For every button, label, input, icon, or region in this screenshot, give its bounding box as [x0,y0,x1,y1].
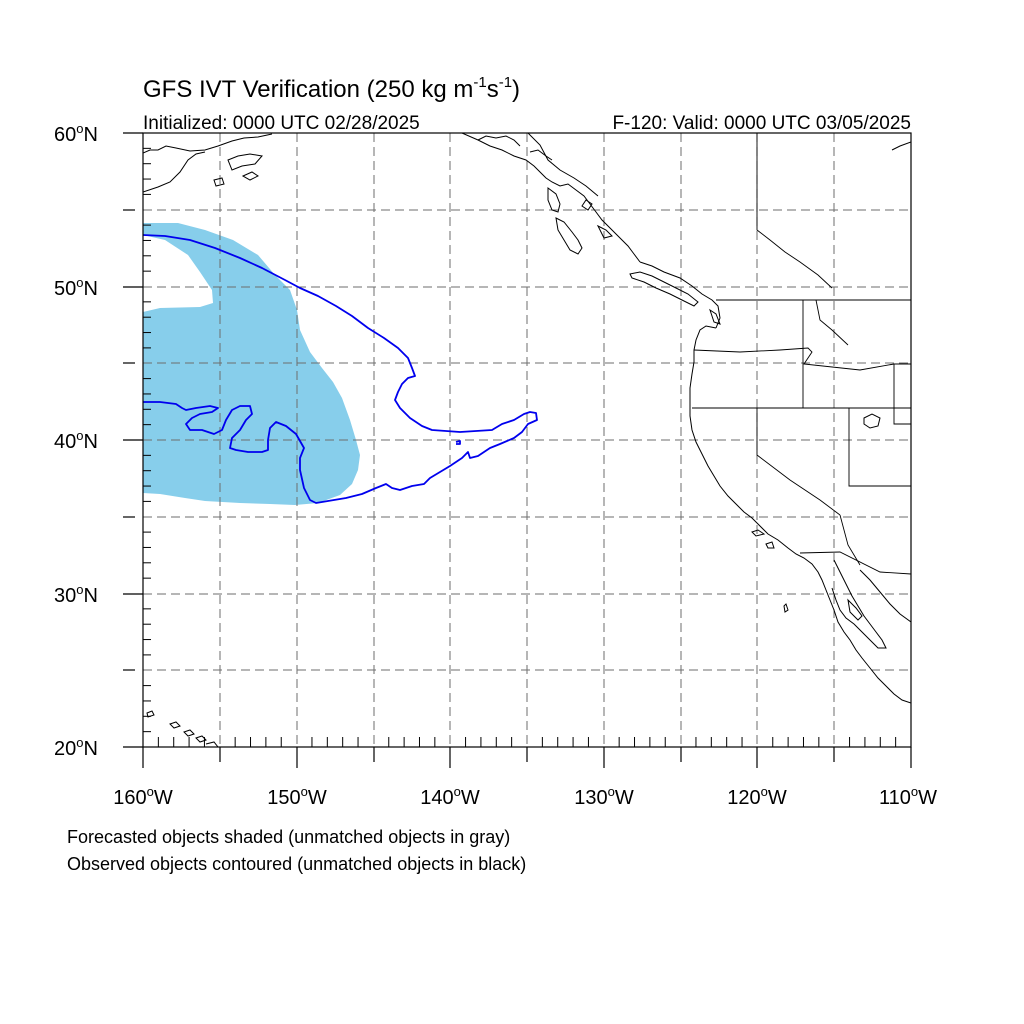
legend-observed-note: Observed objects contoured (unmatched ob… [67,854,526,874]
graticule [143,133,911,747]
longitude-labels: 160oW 150oW 140oW 130oW 120oW 110oW [113,784,937,809]
lon-label-160w: 160oW [113,784,173,809]
lon-label-110w: 110oW [879,784,937,809]
coastlines [143,133,911,747]
lon-label-150w: 150oW [267,784,327,809]
lon-label-140w: 140oW [420,784,480,809]
map-tick-marks [143,147,897,747]
lon-label-130w: 130oW [574,784,634,809]
plot-title: GFS IVT Verification (250 kg m-1s-1) [143,74,520,103]
outer-ticks [123,132,912,768]
valid-time-label: F-120: Valid: 0000 UTC 03/05/2025 [612,113,911,134]
lat-label-20n: 20oN [54,735,98,760]
political-boundaries [692,133,911,575]
map-panel [143,133,911,747]
latitude-labels: 60oN 50oN 40oN 30oN 20oN [54,121,98,760]
lon-label-120w: 120oW [727,784,787,809]
lat-label-50n: 50oN [54,275,98,300]
lat-label-30n: 30oN [54,582,98,607]
init-time-label: Initialized: 0000 UTC 02/28/2025 [143,113,420,134]
lat-label-60n: 60oN [54,121,98,146]
forecast-ivt-object [143,223,360,505]
lat-label-40n: 40oN [54,428,98,453]
legend-forecast-note: Forecasted objects shaded (unmatched obj… [67,827,510,847]
observed-ivt-contour [143,234,538,504]
